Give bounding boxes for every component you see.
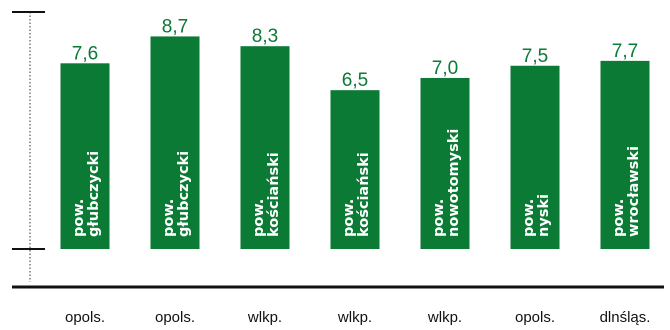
- bar-label-line1: pow.: [251, 199, 267, 237]
- bar-label: pow.kościański: [341, 152, 372, 237]
- bar-value-label: 7,5: [522, 46, 548, 67]
- bar-label-line1: pow.: [161, 199, 177, 237]
- bar-value-label: 6,5: [342, 70, 368, 91]
- bar-value-label: 7,7: [612, 41, 638, 62]
- bar-label-line2: głubczycki: [176, 151, 192, 237]
- bar-label-line2: kościański: [266, 152, 282, 237]
- category-region-label: dlnśląs.: [600, 309, 651, 326]
- bar-value-label: 7,6: [72, 43, 98, 64]
- category-region-label: wlkp.: [247, 309, 282, 326]
- category-region-label: opols.: [515, 309, 555, 326]
- bar: [60, 63, 110, 249]
- category-region-label: wlkp.: [337, 309, 372, 326]
- bar: [330, 90, 380, 249]
- bar-label-line1: pow.: [521, 199, 537, 237]
- bar-label-line1: pow.: [341, 199, 357, 237]
- bar-label: pow.głubczycki: [71, 151, 102, 237]
- bar: [150, 36, 200, 250]
- bar-label: pow.nyski: [521, 194, 552, 237]
- bar: [240, 46, 290, 250]
- bar-label-line1: pow.: [611, 199, 627, 237]
- bar-label-line2: nyski: [536, 194, 552, 237]
- category-region-label: opols.: [65, 309, 105, 326]
- bar-value-label: 7,0: [432, 58, 458, 79]
- bar-label: pow.nowotomyski: [431, 129, 462, 237]
- bar: [510, 65, 560, 249]
- bar-label: pow.kościański: [251, 152, 282, 237]
- bar-value-label: 8,3: [252, 26, 278, 47]
- bar: [420, 77, 470, 249]
- bar-label-line1: pow.: [71, 199, 87, 237]
- bars-group: 7,6pow.głubczyckiopols.8,7pow.głubczycki…: [60, 16, 651, 326]
- bar-label: pow.głubczycki: [161, 151, 192, 237]
- bar-label-line2: głubczycki: [86, 151, 102, 237]
- bar-label-line2: wrocławski: [626, 146, 642, 237]
- bar-label: pow.wrocławski: [611, 146, 642, 237]
- category-region-label: wlkp.: [427, 309, 462, 326]
- bar: [600, 60, 650, 249]
- category-region-label: opols.: [155, 309, 195, 326]
- bar-value-label: 8,7: [162, 16, 188, 37]
- bar-label-line2: kościański: [356, 152, 372, 237]
- bar-label-line2: nowotomyski: [446, 129, 462, 237]
- bar-label-line1: pow.: [431, 199, 447, 237]
